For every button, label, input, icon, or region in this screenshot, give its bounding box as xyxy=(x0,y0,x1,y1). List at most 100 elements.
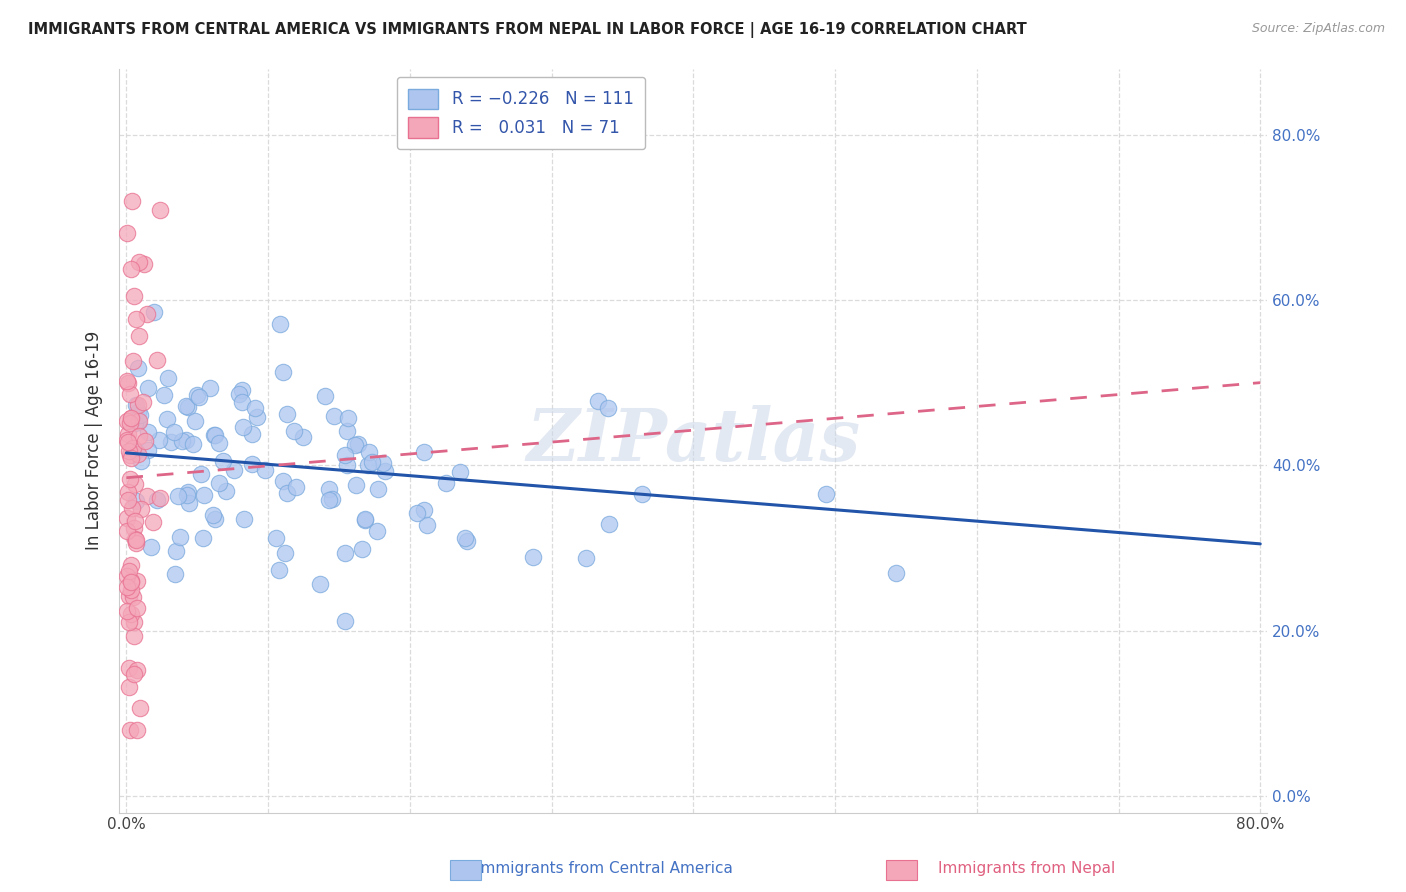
Point xyxy=(273,546,295,560)
Text: ZIPatlas: ZIPatlas xyxy=(526,405,860,476)
Point xyxy=(120,558,142,572)
Point xyxy=(122,354,145,368)
Point xyxy=(366,524,388,538)
Point xyxy=(170,434,193,449)
Point xyxy=(177,485,200,500)
Point xyxy=(136,442,159,457)
Point xyxy=(132,257,155,271)
Point xyxy=(245,401,267,415)
Point xyxy=(125,443,148,458)
Point xyxy=(115,433,138,447)
Point xyxy=(335,614,357,628)
Point xyxy=(120,411,142,425)
Point xyxy=(136,425,159,440)
Point xyxy=(228,387,250,401)
Point xyxy=(120,411,142,425)
Point xyxy=(214,483,236,498)
Point xyxy=(190,467,212,481)
Point xyxy=(186,388,208,402)
Point xyxy=(181,436,204,450)
Point xyxy=(357,445,380,459)
Y-axis label: In Labor Force | Age 16-19: In Labor Force | Age 16-19 xyxy=(86,331,103,550)
Point xyxy=(124,476,146,491)
Point xyxy=(124,416,146,430)
Point xyxy=(127,413,149,427)
Point xyxy=(204,428,226,442)
Point xyxy=(120,386,142,401)
Point xyxy=(124,521,146,535)
Point xyxy=(148,434,170,448)
Point xyxy=(233,511,256,525)
Point xyxy=(127,447,149,461)
Text: Immigrants from Nepal: Immigrants from Nepal xyxy=(938,861,1115,876)
Point xyxy=(125,493,148,508)
Point xyxy=(204,428,226,442)
Point xyxy=(122,615,145,629)
Point xyxy=(149,491,172,505)
Point xyxy=(174,433,197,447)
Point xyxy=(240,458,263,472)
Point xyxy=(142,515,165,529)
Point xyxy=(120,417,142,431)
Point xyxy=(129,454,152,468)
Point xyxy=(115,226,138,240)
Point xyxy=(283,424,305,438)
Point xyxy=(245,410,267,425)
Point xyxy=(117,493,139,508)
Point xyxy=(416,518,439,533)
Point xyxy=(115,580,138,594)
Point xyxy=(120,574,142,588)
Point xyxy=(117,680,139,694)
Point xyxy=(361,455,384,469)
Point xyxy=(117,484,139,499)
Point xyxy=(336,458,359,472)
Point xyxy=(177,495,200,509)
Point xyxy=(814,487,837,501)
Point xyxy=(449,465,471,479)
Point xyxy=(122,667,145,681)
Point xyxy=(118,589,141,603)
Point xyxy=(142,305,165,319)
Point xyxy=(336,424,359,438)
Point xyxy=(128,329,150,343)
Point xyxy=(371,457,394,471)
Point xyxy=(115,569,138,583)
Point xyxy=(208,436,231,450)
Point xyxy=(165,544,187,558)
Point xyxy=(120,583,142,598)
Point xyxy=(318,492,340,507)
Point xyxy=(267,563,290,577)
Point xyxy=(163,425,186,440)
Point xyxy=(117,564,139,578)
Text: Source: ZipAtlas.com: Source: ZipAtlas.com xyxy=(1251,22,1385,36)
Point xyxy=(120,723,142,737)
Point xyxy=(134,434,156,448)
Point xyxy=(120,472,142,486)
Point xyxy=(321,491,343,506)
Point xyxy=(118,448,141,462)
Point xyxy=(125,663,148,677)
Point xyxy=(125,399,148,413)
Point xyxy=(153,387,176,401)
Point xyxy=(309,576,332,591)
Point xyxy=(122,629,145,643)
Point xyxy=(118,444,141,458)
Point xyxy=(127,361,149,376)
Legend: R = −0.226   N = 111, R =   0.031   N = 71: R = −0.226 N = 111, R = 0.031 N = 71 xyxy=(396,77,645,149)
Point xyxy=(575,551,598,566)
Point xyxy=(167,489,190,503)
Point xyxy=(135,489,157,503)
Point xyxy=(117,427,139,442)
Point xyxy=(163,567,186,582)
Point xyxy=(177,400,200,414)
Point xyxy=(136,381,159,395)
Point xyxy=(121,194,143,208)
Point xyxy=(129,501,152,516)
Point xyxy=(344,478,367,492)
Point xyxy=(139,540,162,554)
Point xyxy=(118,661,141,675)
Point xyxy=(117,604,139,618)
Point xyxy=(269,318,291,332)
Point xyxy=(120,451,142,466)
Point xyxy=(122,289,145,303)
